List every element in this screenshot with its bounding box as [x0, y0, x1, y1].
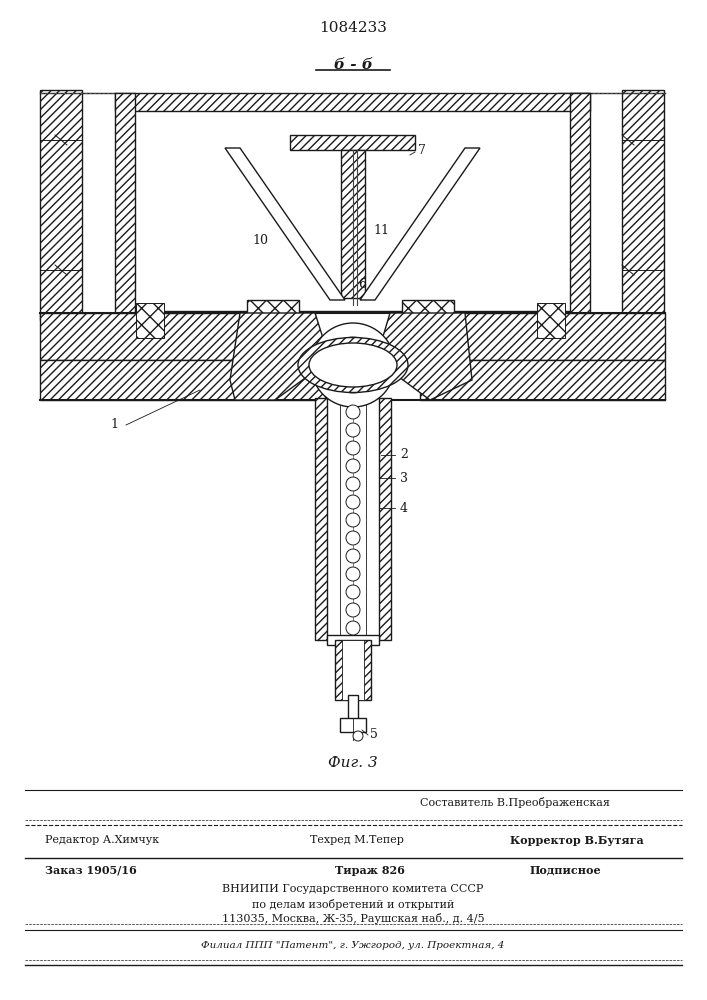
Circle shape	[346, 423, 360, 437]
Bar	[115, 93, 135, 313]
Bar	[315, 398, 391, 640]
Bar	[335, 640, 371, 700]
Circle shape	[346, 459, 360, 473]
Text: 1084233: 1084233	[319, 21, 387, 35]
Polygon shape	[225, 148, 345, 300]
Text: по делам изобретений и открытий: по делам изобретений и открытий	[252, 898, 454, 910]
Bar	[622, 90, 664, 320]
Text: 4: 4	[400, 502, 408, 514]
Bar	[402, 300, 454, 345]
Text: ВНИИПИ Государственного комитета СССР: ВНИИПИ Государственного комитета СССР	[222, 884, 484, 894]
Circle shape	[325, 337, 381, 393]
Circle shape	[346, 549, 360, 563]
Polygon shape	[360, 148, 480, 300]
Circle shape	[346, 495, 360, 509]
Circle shape	[346, 513, 360, 527]
Circle shape	[346, 405, 360, 419]
Bar	[327, 635, 379, 645]
Bar	[342, 640, 364, 700]
Text: 113035, Москва, Ж-35, Раушская наб., д. 4/5: 113035, Москва, Ж-35, Раушская наб., д. …	[222, 912, 484, 924]
Text: 1: 1	[110, 418, 118, 432]
Bar	[348, 695, 358, 720]
Text: Тираж 826: Тираж 826	[335, 864, 405, 876]
Polygon shape	[230, 313, 330, 400]
Text: Составитель В.Преображенская: Составитель В.Преображенская	[420, 796, 610, 808]
Text: 6: 6	[358, 278, 366, 292]
Bar	[247, 300, 299, 345]
Text: 3: 3	[400, 472, 408, 485]
Circle shape	[346, 531, 360, 545]
Text: 11: 11	[373, 224, 389, 236]
Circle shape	[346, 603, 360, 617]
Text: 10: 10	[252, 233, 268, 246]
Text: Редактор А.Химчук: Редактор А.Химчук	[45, 835, 159, 845]
Circle shape	[346, 567, 360, 581]
Text: Подписное: Подписное	[530, 864, 602, 876]
Bar	[340, 398, 366, 640]
Text: Филиал ППП "Патент", г. Ужгород, ул. Проектная, 4: Филиал ППП "Патент", г. Ужгород, ул. Про…	[201, 942, 505, 950]
Text: Фиг. 3: Фиг. 3	[328, 756, 378, 770]
Bar	[420, 360, 665, 400]
Text: 2: 2	[400, 448, 408, 462]
Bar	[40, 90, 82, 320]
Text: 7: 7	[418, 143, 426, 156]
Text: Техред М.Тепер: Техред М.Тепер	[310, 835, 404, 845]
Circle shape	[346, 585, 360, 599]
Bar	[290, 135, 415, 150]
Polygon shape	[376, 313, 472, 400]
Bar	[430, 313, 665, 360]
Bar	[136, 303, 164, 338]
Bar	[537, 303, 565, 338]
Circle shape	[346, 621, 360, 635]
Bar	[115, 93, 590, 111]
Bar	[327, 398, 379, 640]
Ellipse shape	[309, 343, 397, 387]
Circle shape	[353, 731, 363, 741]
Text: Заказ 1905/16: Заказ 1905/16	[45, 864, 136, 876]
Text: б - б: б - б	[334, 58, 373, 72]
Bar	[570, 93, 590, 313]
Text: Корректор В.Бутяга: Корректор В.Бутяга	[510, 834, 644, 846]
Ellipse shape	[298, 338, 408, 392]
Circle shape	[346, 441, 360, 455]
Text: 5: 5	[370, 728, 378, 742]
Circle shape	[346, 477, 360, 491]
Bar	[40, 313, 315, 360]
Bar	[341, 150, 365, 298]
Circle shape	[311, 323, 395, 407]
Bar	[340, 718, 366, 732]
Bar	[40, 360, 325, 400]
